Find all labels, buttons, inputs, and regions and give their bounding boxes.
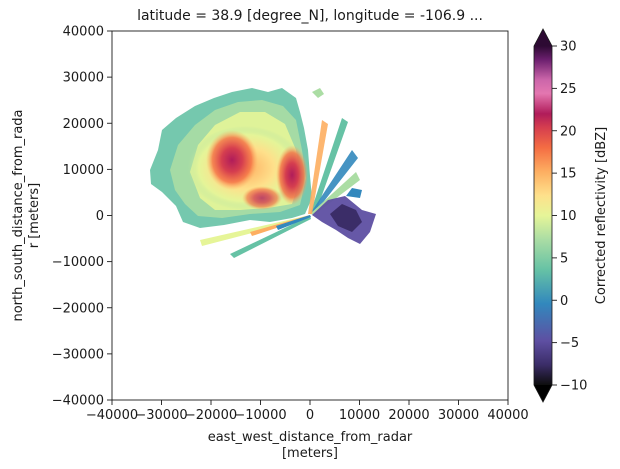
x-tick-label: 40000 [487, 408, 528, 423]
y-tick-label: 40000 [63, 25, 104, 40]
colorbar-tick-label: −5 [560, 336, 579, 351]
echo-core-east [276, 145, 308, 205]
colorbar-tick-label: 20 [560, 124, 577, 139]
x-axis-label-line-1: east_west_distance_from_radar [208, 430, 413, 445]
colorbar-tick-label: 5 [560, 251, 568, 266]
colorbar-extend-bottom [534, 385, 552, 402]
x-tick-label: −20000 [185, 408, 237, 423]
colorbar: −10 −5 0 5 10 15 20 25 30 Corrected reflectivity… [533, 28, 609, 403]
x-tick-label: 30000 [438, 408, 479, 423]
echo-ray-ne-2 [310, 150, 358, 214]
echo-lobe-se-edge [346, 188, 362, 198]
y-axis-label-line-2: r [meters] [27, 183, 42, 249]
echo-ray-ne-4 [308, 120, 328, 214]
x-axis: −40000−30000−20000−10000 0 10000 20000 30000… [86, 400, 529, 423]
colorbar-tick-label: 30 [560, 40, 577, 55]
colorbar-tick-label: −10 [560, 379, 587, 394]
colorbar-body [534, 46, 552, 385]
echo-ray-sw-4 [276, 215, 311, 230]
colorbar-tick-label: 10 [560, 209, 577, 224]
echo-ray-sw-2 [230, 216, 311, 258]
colorbar-tick-label: 15 [560, 167, 577, 182]
y-axis-label-line-1: north_south_distance_from_rada [11, 109, 26, 321]
y-axis: −40000 −30000 −20000 −10000 0 10000 20000 30000… [52, 25, 112, 409]
colorbar-tick-label: 25 [560, 82, 577, 97]
colorbar-ticks: −10 −5 0 5 10 15 20 25 30 [552, 40, 587, 394]
y-tick-label: −40000 [52, 394, 104, 409]
echo-core-south [242, 186, 282, 210]
x-tick-label: −30000 [135, 408, 187, 423]
plot-area [112, 31, 508, 400]
x-tick-label: 10000 [339, 408, 380, 423]
chart-title: latitude = 38.9 [degree_N], longitude = … [137, 8, 483, 24]
echo-cell-nne [312, 88, 324, 98]
echo-core-west [206, 130, 258, 190]
y-tick-label: −30000 [52, 347, 104, 362]
y-tick-label: −20000 [52, 301, 104, 316]
y-tick-label: −10000 [52, 255, 104, 270]
echo-ray-sw-1 [200, 215, 310, 246]
x-axis-label-line-2: [meters] [282, 446, 338, 461]
x-tick-label: 20000 [388, 408, 429, 423]
echo-ray-ne-1 [310, 118, 348, 214]
radar-echo-field [150, 88, 376, 258]
colorbar-label: Corrected reflectivity [dBZ] [594, 127, 609, 304]
echo-lobe-se-inner [330, 204, 362, 232]
y-tick-label: 20000 [63, 117, 104, 132]
y-tick-label: 0 [96, 209, 104, 224]
x-tick-label: −10000 [234, 408, 286, 423]
colorbar-tick-label: 0 [560, 294, 568, 309]
x-tick-label: −40000 [86, 408, 138, 423]
y-tick-label: 10000 [63, 163, 104, 178]
x-tick-label: 0 [306, 408, 314, 423]
colorbar-label-group: Corrected reflectivity [dBZ] [594, 127, 609, 304]
colorbar-extend-top [534, 29, 552, 46]
y-tick-label: 30000 [63, 71, 104, 86]
y-axis-label-group: north_south_distance_from_rada r [meters… [11, 109, 42, 321]
echo-ray-ne-3 [310, 172, 360, 215]
